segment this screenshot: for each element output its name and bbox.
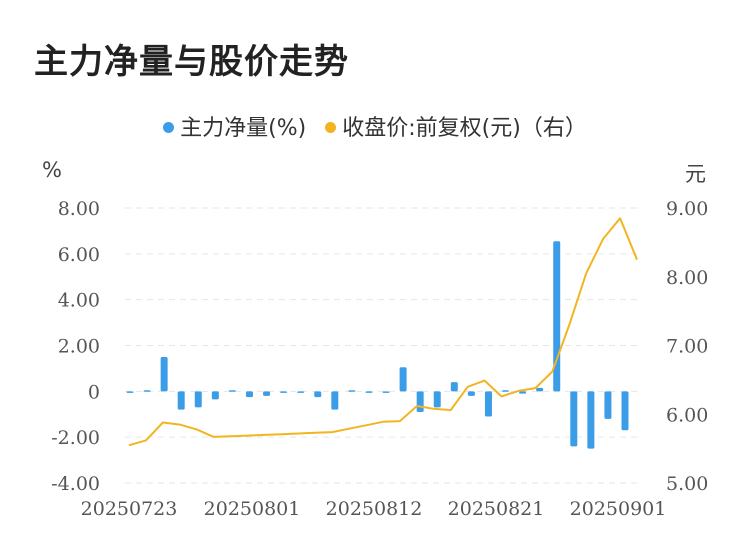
- x-tick-label: 20250723: [81, 498, 178, 520]
- chart-title: 主力净量与股价走势: [34, 42, 349, 82]
- net-volume-bar: [416, 391, 424, 412]
- net-volume-bar: [331, 391, 339, 410]
- net-volume-bar: [587, 391, 595, 449]
- net-volume-bar: [263, 391, 271, 396]
- x-tick-label: 20250812: [326, 498, 423, 520]
- net-volume-bar: [194, 391, 202, 408]
- x-tick-label: 20250901: [570, 498, 667, 520]
- net-volume-bar: [399, 367, 407, 392]
- net-volume-bar: [314, 391, 322, 398]
- net-volume-bar: [245, 391, 253, 398]
- net-volume-bar: [143, 390, 151, 392]
- right-tick-label: 7.00: [666, 336, 708, 358]
- x-axis-ticks: 20250723 20250801 20250812 20250821 20250901: [81, 498, 667, 520]
- net-volume-bar: [604, 391, 612, 419]
- net-volume-bars: [126, 241, 629, 449]
- left-tick-label: 6.00: [58, 244, 100, 266]
- left-axis-ticks: 8.00 6.00 4.00 2.00 0 -2.00 -4.00: [51, 198, 100, 495]
- net-volume-bar: [519, 391, 527, 394]
- right-axis-unit: 元: [685, 162, 706, 186]
- legend-item-net-volume[interactable]: 主力净量(%): [163, 110, 306, 142]
- left-tick-label: -4.00: [51, 473, 100, 495]
- right-axis-ticks: 9.00 8.00 7.00 6.00 5.00: [666, 198, 708, 495]
- net-volume-bar: [348, 390, 356, 392]
- net-volume-bar: [450, 382, 458, 392]
- close-price-line-path: [128, 217, 638, 447]
- left-tick-label: -2.00: [51, 427, 100, 449]
- net-volume-bar: [536, 387, 544, 392]
- net-volume-bar: [467, 391, 475, 396]
- net-volume-bar: [484, 391, 492, 417]
- x-tick-label: 20250801: [204, 498, 301, 520]
- line-series-dot-icon: [325, 122, 337, 133]
- left-tick-label: 0: [88, 381, 100, 403]
- net-volume-bar: [160, 356, 168, 392]
- legend: 主力净量(%) 收盘价:前复权(元)（右）: [0, 110, 750, 142]
- net-volume-bar: [280, 391, 288, 393]
- net-volume-bar: [211, 391, 219, 400]
- net-volume-bar: [621, 391, 629, 431]
- left-tick-label: 2.00: [58, 336, 100, 358]
- right-tick-label: 5.00: [666, 473, 708, 495]
- net-volume-bar: [177, 391, 185, 410]
- legend-label-close-price: 收盘价:前复权(元)（右）: [342, 116, 587, 141]
- net-volume-bar: [297, 391, 305, 393]
- right-tick-label: 9.00: [666, 198, 708, 220]
- left-tick-label: 8.00: [58, 198, 100, 220]
- net-volume-bar: [433, 391, 441, 408]
- net-volume-bar: [570, 391, 578, 447]
- bar-series-dot-icon: [163, 122, 175, 133]
- left-axis-unit: %: [42, 158, 62, 182]
- net-volume-bar: [502, 390, 510, 392]
- x-tick-label: 20250821: [448, 498, 545, 520]
- net-volume-bar: [228, 390, 236, 392]
- legend-label-net-volume: 主力净量(%): [180, 116, 307, 141]
- legend-item-close-price[interactable]: 收盘价:前复权(元)（右）: [325, 110, 587, 142]
- net-volume-bar: [365, 391, 373, 393]
- net-volume-bar: [382, 391, 390, 393]
- left-tick-label: 4.00: [58, 290, 100, 312]
- right-tick-label: 6.00: [666, 404, 708, 426]
- right-tick-label: 8.00: [666, 267, 708, 289]
- net-volume-bar: [126, 391, 134, 393]
- close-price-line: [128, 217, 638, 447]
